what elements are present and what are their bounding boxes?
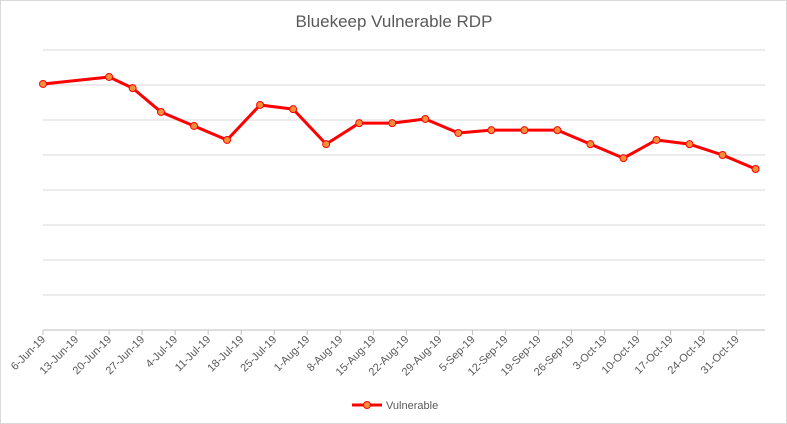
point [718,151,727,159]
point [421,114,430,123]
point [751,165,760,173]
point [553,126,562,135]
point [454,128,463,137]
point [355,119,364,128]
point [586,140,595,149]
point [619,154,628,163]
point [322,140,331,149]
point [520,126,529,135]
point [685,140,694,149]
chart-title: Bluekeep Vulnerable RDP [296,12,493,31]
point [190,121,199,130]
point [652,135,661,144]
point [487,126,496,135]
point [289,105,298,114]
point [105,72,114,81]
point [156,107,165,116]
legend-label: Vulnerable [386,400,438,412]
legend-marker [363,401,371,409]
series-line [42,75,757,171]
point [388,119,397,128]
point [223,135,232,144]
point [128,84,137,93]
point [39,79,47,88]
point [256,100,265,109]
